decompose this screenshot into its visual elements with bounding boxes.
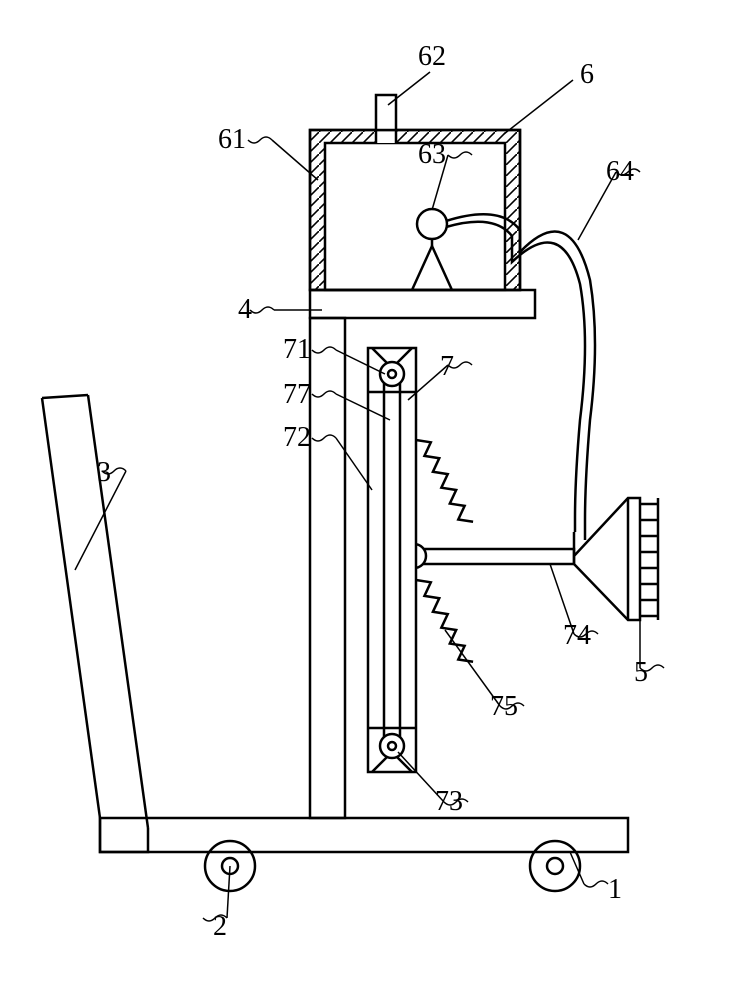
label-71: 71 [283,334,311,365]
label-5: 5 [634,657,648,688]
label-73: 73 [435,786,463,817]
spring-lower [416,574,473,667]
label-61: 61 [218,124,246,155]
label-72: 72 [283,422,311,453]
pump [412,209,452,290]
handle [42,395,148,852]
spring-upper [416,434,473,527]
label-2: 2 [213,911,227,942]
label-74: 74 [563,620,591,651]
base-cart [100,818,628,852]
label-77: 77 [283,379,311,410]
label-63: 63 [418,139,446,170]
label-75: 75 [490,691,518,722]
label-62: 62 [418,41,446,72]
label-64: 64 [606,156,634,187]
container-box [310,130,520,290]
label-4: 4 [238,294,252,325]
label-1: 1 [608,874,622,905]
wheel-right [530,841,580,891]
nozzle [574,498,658,620]
arm [402,544,574,568]
label-6: 6 [580,59,594,90]
slide-assembly [368,348,416,772]
label-3: 3 [97,457,111,488]
label-7: 7 [440,351,454,382]
